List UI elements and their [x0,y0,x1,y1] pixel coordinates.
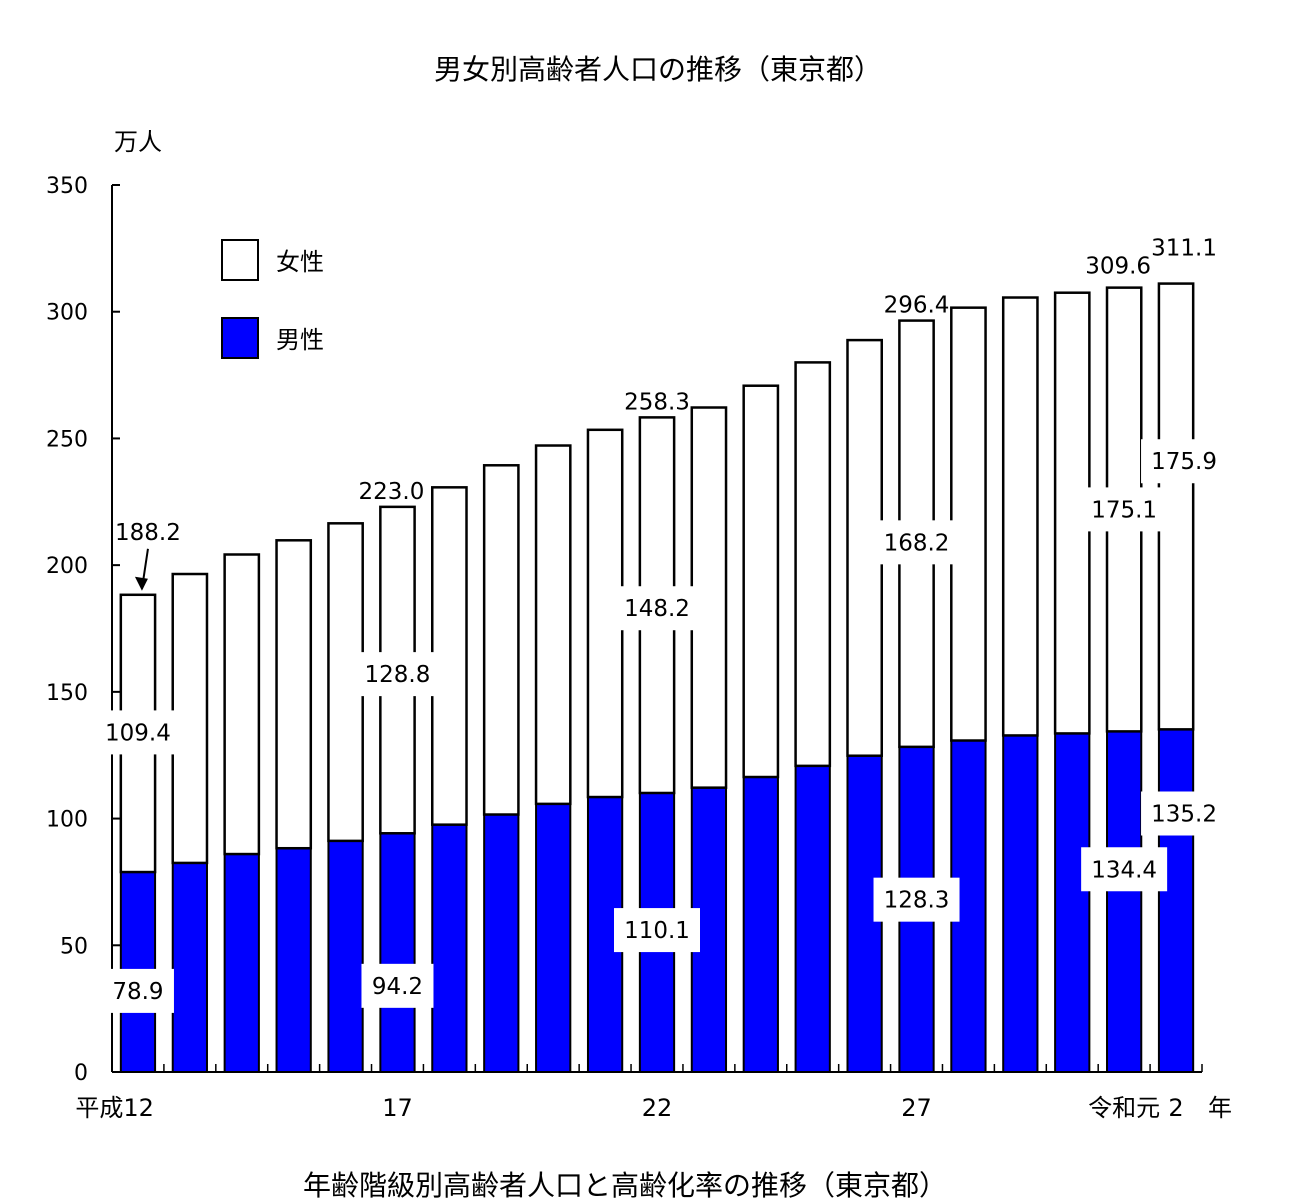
y-tick-label-350: 350 [46,174,88,199]
segment-label-5-1: 128.8 [365,662,431,688]
y-tick-label-150: 150 [46,681,88,706]
segment-label-10-0-box [614,908,700,953]
next-chart-title: 年齢階級別高齢者人口と高齢化率の推移（東京都） [302,1169,947,1202]
bar-female-12 [742,384,780,779]
x-tick-label-0: 平成12 [75,1094,154,1122]
y-tick-label-300: 300 [46,301,88,326]
bar-male-2 [223,853,260,1074]
x-tick-label-15: 27 [901,1094,932,1122]
segment-label-0-1-box [94,710,181,755]
bar-male-18 [1054,732,1091,1073]
segment-label-20-1-box [1141,439,1228,484]
bar-female-13 [794,361,832,768]
total-label-5: 223.0 [359,479,425,505]
y-tick-label-250: 250 [46,427,88,452]
y-tick-label-50: 50 [60,934,88,959]
x-tick-label-10: 22 [642,1094,673,1122]
bar-female-8 [534,444,572,806]
segment-label-15-1-box [873,520,960,565]
y-tick-label-0: 0 [74,1061,88,1086]
bar-male-7 [483,813,520,1074]
segment-label-5-1-box [354,652,441,697]
bar-male-17 [1002,734,1039,1073]
segment-label-10-0: 110.1 [624,918,690,944]
segment-label-19-1: 175.1 [1091,497,1157,523]
bar-male-4 [327,839,364,1074]
data-labels: 78.9 109.4 94.2 128.8 110.1 148.2 128.3 168.2 13… [94,236,1228,1013]
bar-female-3 [275,539,313,850]
bar-male-12 [742,776,779,1073]
total-label-19: 309.6 [1085,254,1151,280]
x-tick-label-5: 17 [382,1094,413,1122]
x-tick-label-20: 2 [1168,1094,1183,1122]
y-axis-label: 万人 [114,128,162,156]
x-ticks: 平成12 17 22 27 令和元 2 [75,1064,1203,1122]
total-label-10: 258.3 [624,389,690,415]
legend-swatch-0 [221,239,259,281]
segment-label-20-1: 175.9 [1151,449,1217,475]
x-axis-label: 年 [1208,1094,1232,1122]
segment-label-10-1: 148.2 [624,596,690,622]
segment-label-19-0: 134.4 [1091,857,1157,883]
legend-swatch-1 [221,317,259,359]
segment-label-10-1-box [614,586,700,631]
bar-female-7 [482,464,520,816]
total-arrow-head [134,576,148,591]
segment-label-15-0: 128.3 [884,888,950,914]
bar-male-3 [275,847,312,1074]
bar-female-14 [846,338,883,757]
y-ticks: 0 50 100 150 200 250 300 350 [46,174,120,1086]
segment-label-5-0: 94.2 [372,974,423,1000]
axes-layer [111,185,1202,1073]
chart-title: 男女別高齢者人口の推移（東京都） [433,53,882,86]
segment-label-0-0: 78.9 [112,979,163,1005]
bar-male-20 [1157,728,1195,1073]
bar-female-17 [1001,296,1039,737]
total-label-20: 311.1 [1151,236,1217,262]
bar-male-8 [535,802,572,1073]
segment-label-15-1: 168.2 [884,530,950,556]
segment-label-19-0-box [1081,847,1168,892]
segment-label-0-0-box [101,968,174,1013]
total-label-0: 188.2 [115,520,181,546]
bar-male-5 [379,832,416,1073]
segment-label-0-1: 109.4 [105,720,171,746]
segment-label-19-1-box [1081,487,1168,532]
segment-label-15-0-box [873,877,960,922]
bar-female-2 [223,553,261,856]
bar-male-1 [171,861,208,1074]
segment-label-5-0-box [361,963,434,1008]
legend-label-1: 男性 [276,326,324,354]
bar-male-19 [1106,730,1143,1074]
bar-male-6 [431,823,468,1073]
segment-label-20-0: 135.2 [1151,802,1217,828]
segment-label-20-0-box [1141,791,1228,836]
bar-male-13 [794,764,831,1073]
legend-label-0: 女性 [276,248,324,276]
total-label-15: 296.4 [884,293,950,319]
x-tick-label-19: 令和元 [1088,1094,1160,1122]
y-tick-label-200: 200 [46,554,88,579]
y-tick-label-100: 100 [46,808,88,833]
